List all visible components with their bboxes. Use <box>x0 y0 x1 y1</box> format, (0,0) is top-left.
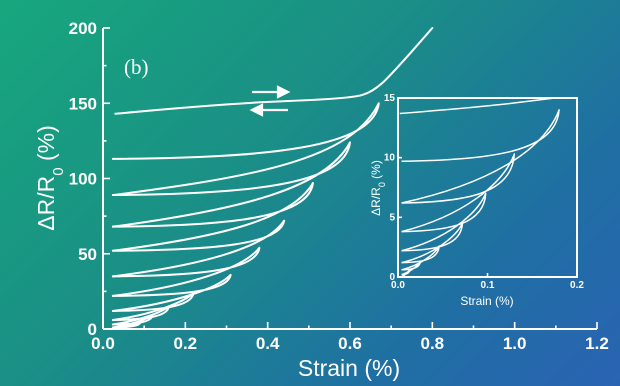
inset-y-tick-label: 10 <box>384 153 396 164</box>
main-x-tick-label: 0.0 <box>91 334 115 353</box>
loading-arrow-head <box>276 85 291 99</box>
main-x-tick-label: 0.6 <box>338 334 362 353</box>
inset-x-tick-label: 0.1 <box>481 280 495 291</box>
inset-y-tick-label: 0 <box>389 272 395 283</box>
main-y-tick-label: 100 <box>69 170 97 189</box>
main-y-tick-label: 200 <box>69 19 97 38</box>
main-hysteresis-loop <box>111 219 286 278</box>
inset-x-tick-label: 0.2 <box>570 280 584 291</box>
inset-hysteresis-loop <box>401 109 560 204</box>
main-x-axis-title: Strain (%) <box>298 355 400 381</box>
inset-x-tick-label: 0.0 <box>391 280 405 291</box>
main-y-tick-label: 0 <box>88 320 97 339</box>
main-hysteresis-loop <box>111 246 261 297</box>
main-hysteresis-loop <box>111 141 351 228</box>
inset-x-axis-title: Strain (%) <box>460 294 513 308</box>
main-x-tick-label: 1.2 <box>585 334 609 353</box>
inset-final-loading-curve <box>399 97 555 115</box>
inset-y-tick-label: 5 <box>389 212 395 223</box>
main-x-tick-label: 1.0 <box>503 334 527 353</box>
main-x-tick-label: 0.4 <box>256 334 280 353</box>
main-x-tick-label: 0.2 <box>174 334 198 353</box>
main-y-tick-label: 50 <box>78 245 97 264</box>
main-y-tick-label: 150 <box>69 94 97 113</box>
main-hysteresis-loop <box>111 182 314 252</box>
inset-hysteresis-loop <box>401 153 516 233</box>
main-y-axis-title: ΔR/R0 (%) <box>33 125 67 231</box>
inset-plot-frame <box>397 97 578 278</box>
main-final-loading-curve <box>114 27 434 115</box>
inset-y-axis-title: ΔR/R0 (%) <box>369 160 387 216</box>
main-hysteresis-loop <box>111 102 380 197</box>
inset-y-tick-label: 15 <box>384 93 396 104</box>
panel-label: (b) <box>124 55 149 79</box>
main-hysteresis-loop <box>111 291 195 321</box>
inset-hysteresis-loop <box>401 192 487 252</box>
unloading-arrow-head <box>249 103 264 117</box>
main-hysteresis-loop <box>111 273 232 312</box>
main-x-tick-label: 0.8 <box>421 334 445 353</box>
